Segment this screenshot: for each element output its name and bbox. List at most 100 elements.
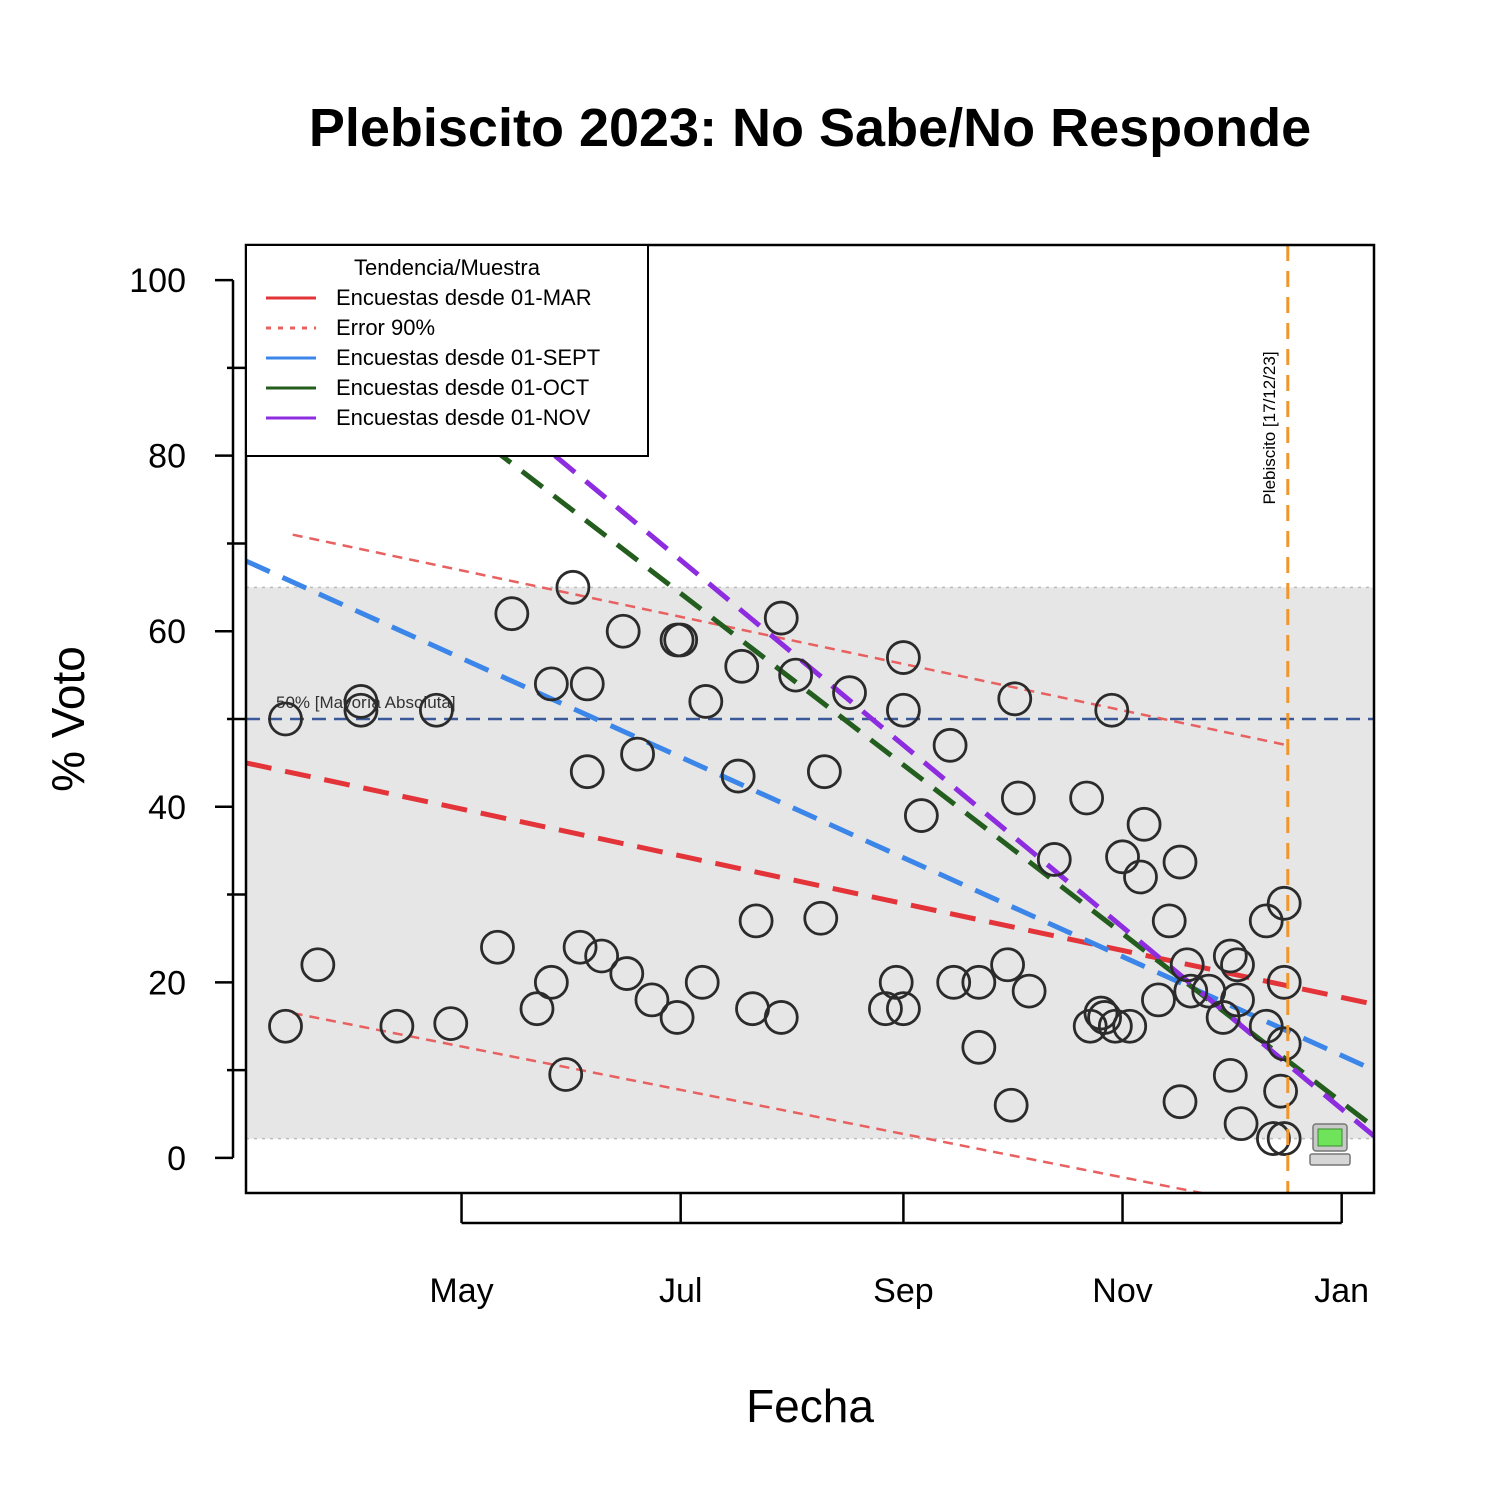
data-point [720,758,756,794]
data-point [300,947,336,983]
data-point [997,681,1033,717]
data-point [1036,842,1072,877]
legend-entry-label: Encuestas desde 01-OCT [336,375,589,400]
data-point [886,640,921,675]
data-point [1126,806,1162,842]
data-point [555,569,591,605]
trend-line-mar [246,760,1374,1007]
computer-icon [1309,1123,1351,1166]
data-point [533,666,569,702]
data-point [778,657,814,693]
x-tick-label: Jul [659,1272,702,1310]
x-tick-label: Nov [1092,1272,1152,1310]
data-point [1069,780,1105,816]
y-tick-label: 0 [167,1140,186,1178]
legend: Tendencia/Muestra Encuestas desde 01-MAR E… [245,244,649,457]
data-point [533,964,569,1000]
data-point [569,666,605,702]
legend-entry-label: Encuestas desde 01-SEPT [336,345,600,370]
data-point [1212,938,1248,974]
data-point [684,964,720,1000]
data-point [932,727,968,763]
data-point [379,1008,415,1044]
event-line-label: Plebiscito [17/12/23] [1260,351,1279,504]
legend-box [245,244,649,457]
data-point [763,600,799,636]
y-tick-label: 60 [148,613,186,651]
data-point [519,991,555,1027]
data-point [1266,885,1302,921]
data-point [806,754,842,790]
y-tick-label: 80 [148,438,186,476]
data-point [832,675,867,711]
data-point [605,613,641,649]
x-tick-label: Sep [873,1272,934,1310]
y-tick-label: 20 [148,964,186,1002]
data-point [1266,1026,1302,1062]
data-point [990,947,1025,983]
data-point [993,1087,1029,1123]
data-point [738,903,774,939]
trend-line-mar_err_lo [292,1011,1202,1193]
data-point [1141,982,1176,1018]
legend-entry-label: Encuestas desde 01-NOV [336,405,591,430]
data-point [1256,1121,1291,1156]
data-point [803,900,839,936]
data-point [620,736,655,772]
data-point [1123,859,1158,895]
data-point [936,964,972,1000]
reference-line-label: 50% [Mayoría Absoluta] [276,693,456,712]
x-tick-label: May [429,1272,493,1310]
data-point [1151,903,1187,939]
data-point [1105,839,1140,875]
data-point [903,798,939,833]
computer-keyboard [1309,1153,1351,1166]
data-point [584,938,620,974]
plot-area: 50% [Mayoría Absoluta] Plebiscito [17/12/… [129,243,1376,1310]
data-point [1097,1008,1133,1044]
data-point [1169,947,1205,983]
x-tick-label: Jan [1314,1272,1369,1310]
data-point [763,1000,799,1035]
x-axis-label: Fecha [746,1380,874,1432]
data-point [418,692,454,728]
data-point [886,692,921,728]
data-point [1223,1106,1259,1142]
data-point [1094,692,1130,728]
data-point [878,964,914,1000]
data-point [1248,1008,1284,1044]
data-point [961,964,997,1000]
data-point [343,684,379,719]
data-point [1266,1121,1302,1156]
data-point [268,1008,303,1044]
y-axis-label: % Voto [42,646,94,792]
legend-entry-label: Encuestas desde 01-MAR [336,285,592,310]
y-tick-label: 100 [129,262,186,300]
data-point [1162,844,1198,880]
data-point [1087,1000,1122,1035]
plot-contents: 50% [Mayoría Absoluta] Plebiscito [17/12/… [246,245,1374,1193]
data-point [1248,903,1284,939]
data-point [1205,1000,1241,1035]
legend-entry-label: Error 90% [336,315,435,340]
data-point [886,991,921,1027]
computer-screen [1317,1128,1343,1147]
data-point [1220,982,1255,1018]
data-point [548,1057,584,1092]
data-point [1266,964,1302,1000]
data-point [1173,973,1209,1009]
data-point [1212,1057,1248,1093]
data-point [1112,1008,1148,1044]
data-point [480,929,515,965]
data-point [659,1000,695,1035]
data-point [494,596,530,632]
data-point [609,956,645,991]
data-point [1011,973,1047,1009]
data-point [688,684,724,719]
data-point [569,754,605,790]
chart-title: Plebiscito 2023: No Sabe/No Responde [309,98,1311,158]
trend-line-sept [246,558,1374,1073]
trend-line-oct [488,444,1374,1130]
data-point [634,982,670,1018]
